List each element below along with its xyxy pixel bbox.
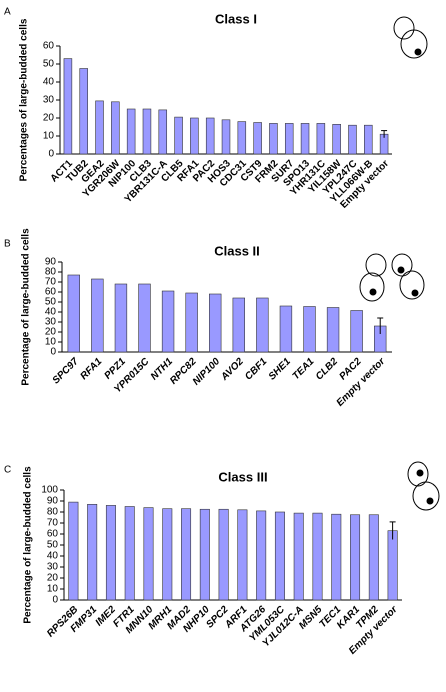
y-tick-label: 30: [45, 317, 57, 328]
y-tick-label: 60: [45, 287, 57, 298]
x-tick-label: NIP100: [191, 356, 223, 388]
bar: [256, 510, 267, 601]
bar: [256, 297, 269, 353]
bar: [364, 124, 373, 155]
bar: [79, 68, 88, 155]
panel-label: C: [4, 465, 11, 476]
bar: [114, 283, 128, 353]
bar: [95, 100, 104, 155]
y-tick-label: 60: [47, 529, 59, 540]
bar: [209, 293, 222, 353]
y-tick-label: 50: [47, 540, 59, 551]
bar: [316, 123, 326, 155]
y-tick-label: 20: [43, 113, 55, 124]
bar: [279, 305, 293, 353]
x-tick-label: RFA1: [78, 356, 104, 382]
x-tick-label: TEA1: [291, 356, 317, 382]
bar: [326, 307, 340, 353]
cell-icons: [359, 16, 440, 511]
bar: [221, 119, 231, 155]
bar: [232, 297, 245, 353]
y-tick-label: 10: [43, 131, 55, 142]
bar: [126, 108, 136, 155]
bar: [387, 530, 398, 601]
chart-title: Class II: [214, 243, 260, 258]
y-tick-label: 90: [47, 496, 59, 507]
y-axis-label: Percentage of large-budded cells: [23, 466, 34, 624]
bar: [274, 511, 285, 601]
bar: [68, 501, 79, 601]
y-tick-label: 90: [45, 257, 57, 268]
y-tick-label: 0: [52, 595, 58, 606]
y-tick-label: 0: [50, 347, 56, 358]
bar: [185, 292, 198, 353]
panel-label: A: [4, 7, 11, 18]
bar: [205, 117, 215, 155]
y-tick-label: 100: [41, 485, 58, 496]
bar: [142, 108, 152, 155]
bar: [161, 290, 175, 353]
y-axis-label: Percentage of large-budded cells: [21, 228, 32, 386]
bar: [87, 503, 98, 601]
y-tick-label: 70: [47, 518, 59, 529]
bar: [300, 123, 310, 155]
y-tick-label: 80: [47, 507, 59, 518]
y-tick-label: 20: [47, 573, 59, 584]
bar: [111, 101, 120, 155]
x-tick-label: AVO2: [219, 356, 247, 384]
y-tick-label: 20: [45, 327, 57, 338]
bar: [67, 274, 80, 353]
bar: [143, 507, 154, 601]
chart-title: Class III: [218, 469, 267, 484]
y-tick-label: 70: [45, 277, 57, 288]
bar: [269, 123, 278, 155]
bar: [138, 283, 151, 353]
bar: [350, 310, 363, 353]
bar: [284, 123, 294, 155]
bar: [312, 512, 323, 601]
y-tick-label: 50: [43, 59, 55, 70]
y-tick-label: 30: [47, 562, 59, 573]
y-tick-label: 40: [45, 307, 57, 318]
bar: [105, 505, 116, 601]
bar: [303, 306, 316, 353]
x-tick-label: SPC97: [51, 356, 81, 386]
bar: [332, 124, 341, 155]
bar: [237, 121, 247, 155]
y-tick-label: 40: [43, 77, 55, 88]
y-tick-label: 60: [43, 41, 55, 52]
bar: [348, 124, 357, 155]
panel-label: B: [4, 239, 11, 250]
y-tick-label: 0: [48, 149, 54, 160]
bar: [124, 506, 135, 601]
bar: [162, 508, 173, 601]
bar: [237, 509, 248, 601]
bar: [218, 508, 229, 601]
y-tick-label: 30: [43, 95, 55, 106]
bar: [174, 116, 183, 155]
y-tick-label: 10: [45, 337, 57, 348]
bar: [63, 58, 73, 155]
x-tick-label: CBF1: [243, 356, 270, 383]
chart-title: Class I: [215, 11, 257, 26]
bar: [199, 508, 210, 601]
y-axis-label: Percentages of large-budded cells: [19, 18, 30, 181]
y-tick-label: 40: [47, 551, 59, 562]
bar: [331, 513, 342, 601]
x-tick-label: CLB2: [314, 356, 341, 383]
y-tick-label: 50: [45, 297, 57, 308]
bar: [253, 122, 262, 155]
x-tick-label: SHE1: [267, 356, 294, 383]
y-tick-label: 10: [47, 584, 59, 595]
bar: [350, 514, 361, 601]
bar: [91, 278, 104, 353]
bar: [190, 117, 199, 155]
bar: [293, 512, 304, 601]
y-tick-label: 80: [45, 267, 57, 278]
bar: [368, 514, 379, 601]
bar: [158, 109, 168, 155]
bar: [181, 508, 192, 601]
